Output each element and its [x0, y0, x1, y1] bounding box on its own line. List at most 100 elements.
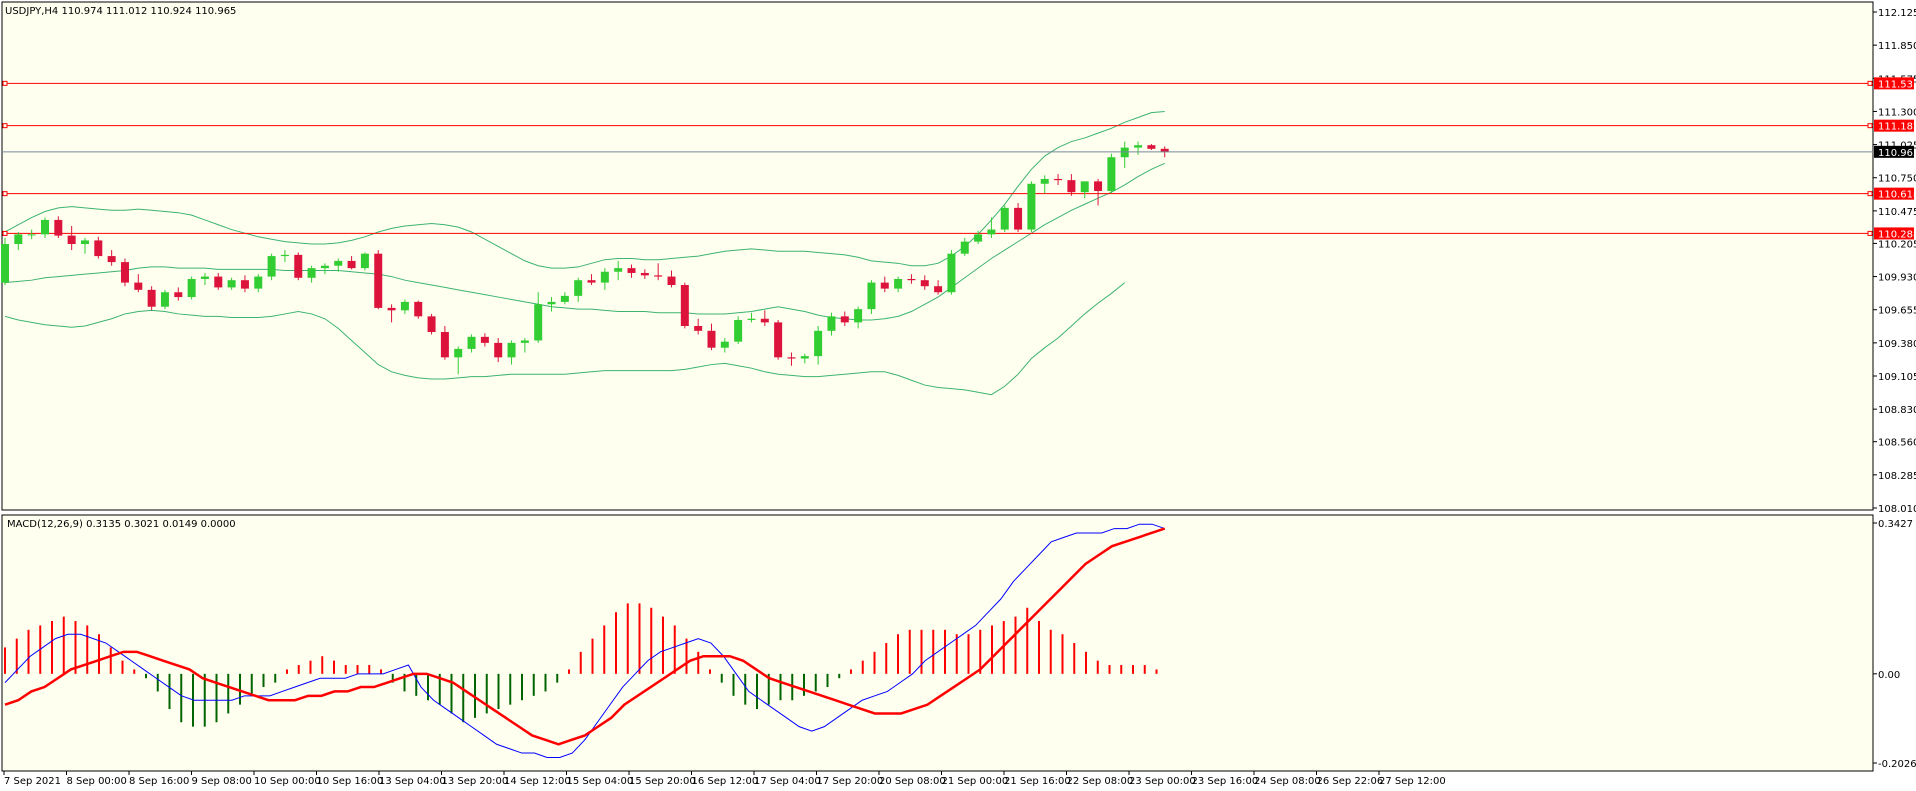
candle-bull — [947, 253, 956, 293]
candle-bear — [67, 235, 76, 245]
bid-line: 110.965 — [2, 145, 1916, 159]
macd-panel[interactable] — [1, 514, 1874, 772]
candle-bull — [200, 276, 209, 279]
candle-bull — [1040, 178, 1049, 184]
price-tick-label: 108.010 — [1878, 504, 1916, 515]
candle-bear — [54, 219, 63, 236]
candle-bear — [174, 292, 183, 298]
level-label: 110.618 — [1878, 190, 1916, 201]
bollinger-bands — [4, 110, 1165, 396]
candle-bull — [1027, 183, 1036, 230]
candle-bear — [240, 280, 249, 289]
candle-bull — [254, 276, 263, 289]
level-handle-left — [2, 123, 8, 129]
candle-bear — [1147, 145, 1156, 149]
bid-price-label: 110.965 — [1878, 148, 1916, 159]
candle-bear — [707, 330, 716, 348]
bollinger-upper — [4, 110, 1165, 269]
level-tag — [1874, 227, 1914, 240]
candle-bull — [720, 341, 729, 348]
price-tick-label: 109.105 — [1878, 372, 1916, 383]
level-handle-right — [1867, 80, 1873, 86]
candle-bull — [1134, 145, 1143, 148]
candle-bear — [680, 285, 689, 326]
candle-bear — [347, 260, 356, 269]
level-tag — [1874, 119, 1914, 132]
candle-bear — [120, 262, 129, 283]
price-panel[interactable] — [1, 1, 1874, 511]
bollinger-middle — [4, 162, 1165, 321]
candle-bull — [600, 271, 609, 283]
candle-bull — [960, 241, 969, 254]
level-handle-right — [1867, 191, 1873, 197]
candle-bull — [547, 301, 556, 305]
candle-bull — [14, 234, 23, 245]
candle-bull — [987, 229, 996, 235]
candle-bull — [800, 356, 809, 359]
time-label: 24 Sep 08:00 — [1254, 776, 1321, 787]
candle-bull — [1, 244, 9, 283]
candle-bull — [614, 268, 623, 272]
candle-bear — [1054, 178, 1063, 181]
time-axis: 7 Sep 2021 8 Sep 00:00 8 Sep 16:00 9 Sep 08… — [3, 771, 1446, 787]
level-handle-right — [1867, 123, 1873, 129]
candle-bull — [814, 330, 823, 357]
time-label: 26 Sep 22:06 — [1317, 776, 1384, 787]
time-label: 8 Sep 00:00 — [67, 776, 127, 787]
time-label: 23 Sep 16:00 — [1192, 776, 1259, 787]
price-tick-label: 112.125 — [1878, 8, 1916, 19]
time-label: 9 Sep 08:00 — [192, 776, 252, 787]
candle-bear — [134, 282, 143, 290]
candle-bull — [520, 340, 529, 343]
candle-bull — [560, 295, 569, 302]
price-axis: 112.125111.850111.575111.300111.025110.7… — [1873, 8, 1916, 515]
macd-axis: 0.3427 0.00 -0.2026 — [1873, 519, 1916, 770]
candle-bear — [640, 272, 649, 276]
macd-header: MACD(12,26,9) 0.3135 0.3021 0.0149 0.000… — [7, 519, 236, 530]
candle-bear — [1067, 180, 1076, 193]
time-label: 21 Sep 16:00 — [1004, 776, 1071, 787]
level-handle-left — [2, 191, 8, 197]
level-handle-left — [2, 80, 8, 86]
candle-bear — [94, 240, 103, 257]
macd-tick-label: 0.3427 — [1878, 519, 1913, 530]
candle-bear — [934, 286, 943, 293]
candle-bull — [1120, 147, 1129, 158]
horizontal-levels[interactable]: 111.533 111.182 110.618 110.288 — [2, 77, 1916, 240]
time-label: 17 Sep 04:00 — [754, 776, 821, 787]
candles — [1, 141, 1169, 375]
time-label: 21 Sep 00:00 — [942, 776, 1009, 787]
candle-bear — [920, 280, 929, 287]
price-tick-label: 108.285 — [1878, 471, 1916, 482]
candle-bear — [414, 301, 423, 317]
bollinger-lower — [4, 282, 1126, 396]
candle-bull — [280, 254, 289, 257]
candle-bear — [147, 289, 156, 307]
candle-bear — [654, 275, 663, 277]
candle-bull — [320, 265, 329, 269]
candle-bull — [574, 280, 583, 296]
candle-bear — [214, 276, 223, 288]
candle-bull — [27, 234, 36, 236]
price-tick-label: 110.750 — [1878, 174, 1916, 185]
candle-bear — [760, 318, 769, 323]
time-label: 15 Sep 04:00 — [567, 776, 634, 787]
macd-tick-label: -0.2026 — [1878, 759, 1916, 770]
candle-bull — [187, 278, 196, 298]
time-label: 27 Sep 12:00 — [1379, 776, 1446, 787]
candle-bull — [40, 219, 49, 235]
candle-bull — [400, 301, 409, 311]
level-handle-right — [1867, 230, 1873, 236]
time-label: 13 Sep 20:00 — [442, 776, 509, 787]
level-label: 111.182 — [1878, 122, 1916, 133]
candle-bull — [467, 336, 476, 349]
time-label: 20 Sep 08:00 — [879, 776, 946, 787]
level-tag — [1874, 187, 1914, 200]
time-label: 8 Sep 16:00 — [129, 776, 189, 787]
candle-bear — [840, 316, 849, 323]
candle-bear — [387, 307, 396, 311]
candle-bull — [307, 268, 316, 278]
candle-bull — [854, 309, 863, 323]
